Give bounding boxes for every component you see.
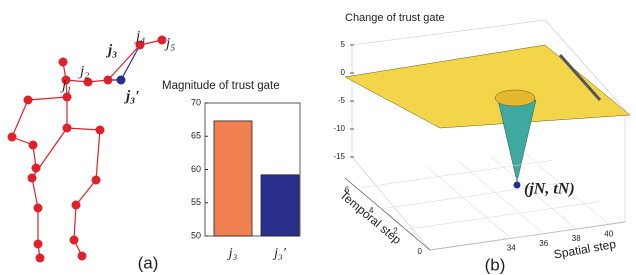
- surface-bump: [495, 90, 535, 106]
- skeleton: j₁ j₂ j₃ j₄ j₅ j₃′: [8, 28, 176, 262]
- x-tick-label: 38: [572, 234, 581, 243]
- x-tick-label: 36: [539, 239, 548, 248]
- y-tick-label: 60: [191, 164, 201, 174]
- point: [514, 182, 521, 189]
- bone: [32, 178, 38, 208]
- grid-line: [426, 166, 511, 238]
- bone: [28, 97, 67, 100]
- surface-plot: Change of trust gate50-5-10-153436384002…: [333, 12, 630, 262]
- figure: j₁ j₂ j₃ j₄ j₅ j₃′ (a) (b) Change of trust ga…: [0, 0, 636, 275]
- joint: [78, 252, 87, 261]
- surface-dip: [498, 100, 536, 182]
- joint: [70, 236, 79, 245]
- joint-label: j₁: [60, 77, 71, 93]
- y-tick-label: 65: [191, 131, 201, 141]
- joint: [59, 58, 68, 67]
- joint-label: j₃′: [124, 88, 140, 104]
- joint: [24, 96, 33, 105]
- joint-label: j₃: [106, 42, 117, 58]
- joint: [32, 164, 41, 173]
- panel-label: (b): [485, 255, 506, 274]
- z-tick-label: -5: [338, 96, 346, 105]
- z-tick-label: -10: [333, 124, 345, 133]
- x-tick-label: j₃′: [272, 246, 287, 261]
- joint: [92, 176, 101, 185]
- y-tick-label: 55: [191, 197, 201, 207]
- x-tick-label: j₃: [227, 246, 238, 261]
- x-tick-label: 34: [507, 243, 516, 252]
- joint: [104, 76, 113, 85]
- joint-label: j₅: [164, 35, 175, 51]
- y-tick-label: 70: [191, 97, 201, 107]
- joint: [34, 204, 43, 213]
- bone: [96, 130, 100, 180]
- joint: [36, 254, 45, 263]
- y-axis-label: Temporal step: [337, 188, 404, 247]
- bone: [76, 180, 96, 205]
- bone: [67, 128, 100, 130]
- joint: [34, 240, 43, 249]
- bone: [12, 100, 28, 137]
- joint: [63, 93, 72, 102]
- y-tick-label: 50: [191, 230, 201, 240]
- chart-title: Change of trust gate: [345, 12, 445, 24]
- z-tick-label: -15: [333, 152, 345, 161]
- z-tick-label: 5: [341, 40, 346, 49]
- joint: [63, 124, 72, 133]
- joint: [96, 126, 105, 135]
- joint-label: j₄: [134, 28, 145, 44]
- joint: [72, 201, 81, 210]
- z-tick-label: 0: [341, 68, 346, 77]
- joint: [28, 174, 37, 183]
- y-tick-label: 0: [418, 247, 423, 256]
- joint-label: j₂: [78, 63, 89, 79]
- bone: [74, 205, 76, 240]
- bar: [261, 175, 299, 236]
- bar: [214, 121, 252, 236]
- joint: [117, 76, 126, 85]
- joint: [8, 133, 17, 142]
- annotation: (jN, tN): [524, 181, 575, 198]
- panel-label: (a): [138, 253, 159, 272]
- joint: [29, 141, 38, 150]
- x-axis-label: Spatial step: [553, 237, 618, 262]
- chart-title: Magnitude of trust gate: [162, 80, 280, 92]
